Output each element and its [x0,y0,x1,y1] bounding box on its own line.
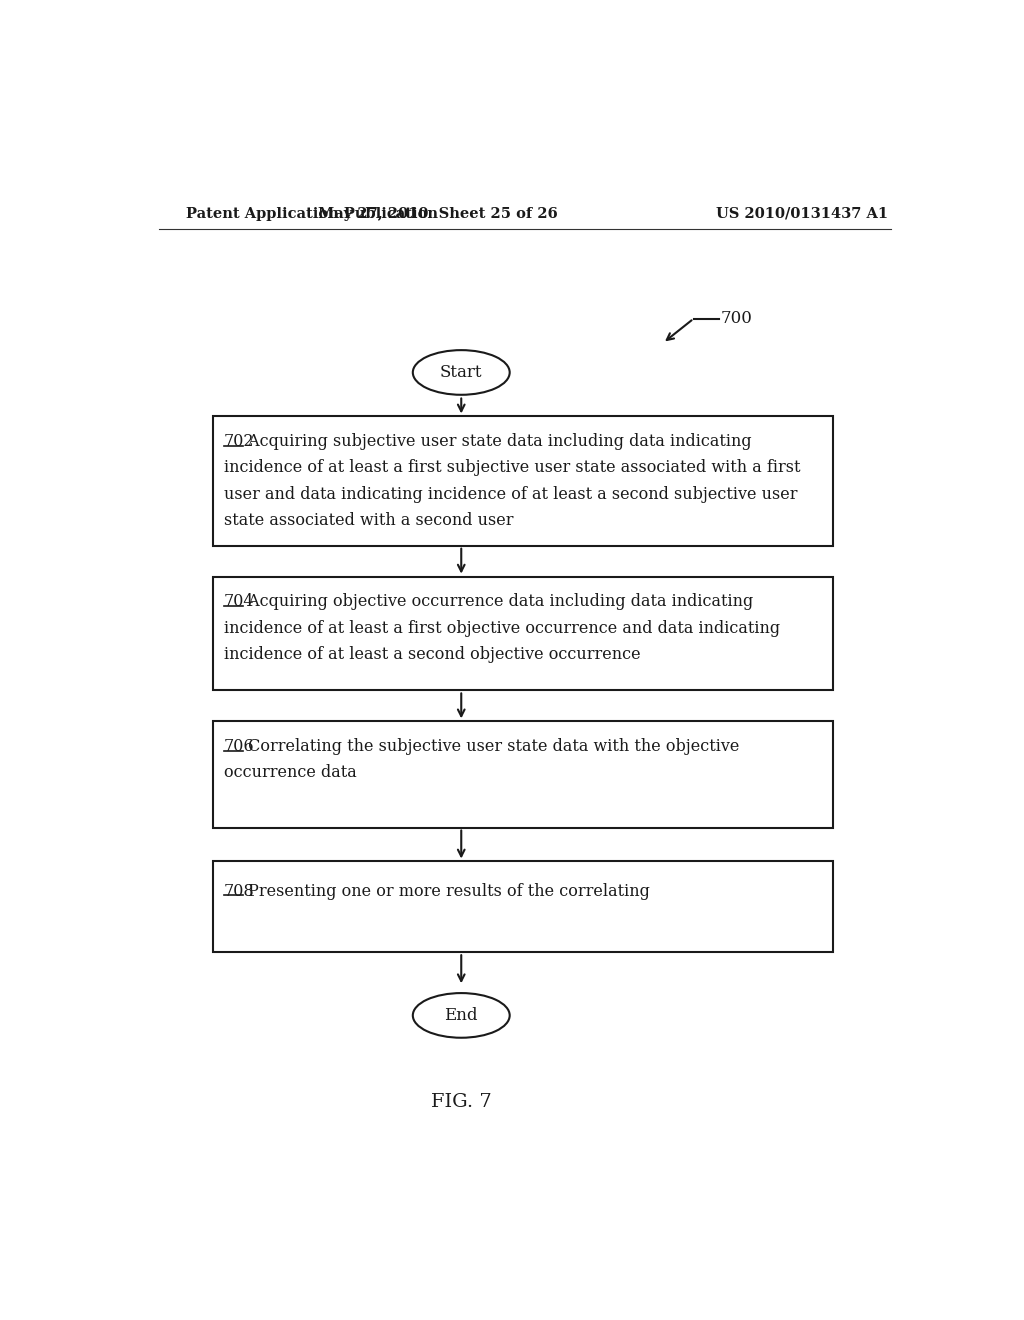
Text: state associated with a second user: state associated with a second user [224,512,514,529]
Text: 708: 708 [224,883,255,900]
Text: 700: 700 [721,310,753,327]
Text: incidence of at least a second objective occurrence: incidence of at least a second objective… [224,645,641,663]
Text: Start: Start [440,364,482,381]
Bar [213,721,834,828]
Text: Acquiring objective occurrence data including data indicating: Acquiring objective occurrence data incl… [244,594,754,610]
Text: Presenting one or more results of the correlating: Presenting one or more results of the co… [244,883,650,900]
Text: 704: 704 [224,594,255,610]
Text: occurrence data: occurrence data [224,764,356,781]
Text: Correlating the subjective user state data with the objective: Correlating the subjective user state da… [244,738,740,755]
Text: 706: 706 [224,738,255,755]
Text: End: End [444,1007,478,1024]
Text: incidence of at least a first objective occurrence and data indicating: incidence of at least a first objective … [224,619,780,636]
Text: Patent Application Publication: Patent Application Publication [186,207,438,220]
Bar [213,577,834,690]
Bar [213,862,834,952]
Text: Acquiring subjective user state data including data indicating: Acquiring subjective user state data inc… [244,433,752,450]
Text: incidence of at least a first subjective user state associated with a first: incidence of at least a first subjective… [224,459,801,477]
Text: FIG. 7: FIG. 7 [431,1093,492,1110]
Text: May 27, 2010  Sheet 25 of 26: May 27, 2010 Sheet 25 of 26 [318,207,558,220]
Bar [213,416,834,545]
Text: user and data indicating incidence of at least a second subjective user: user and data indicating incidence of at… [224,486,798,503]
Text: US 2010/0131437 A1: US 2010/0131437 A1 [716,207,888,220]
Text: 702: 702 [224,433,255,450]
